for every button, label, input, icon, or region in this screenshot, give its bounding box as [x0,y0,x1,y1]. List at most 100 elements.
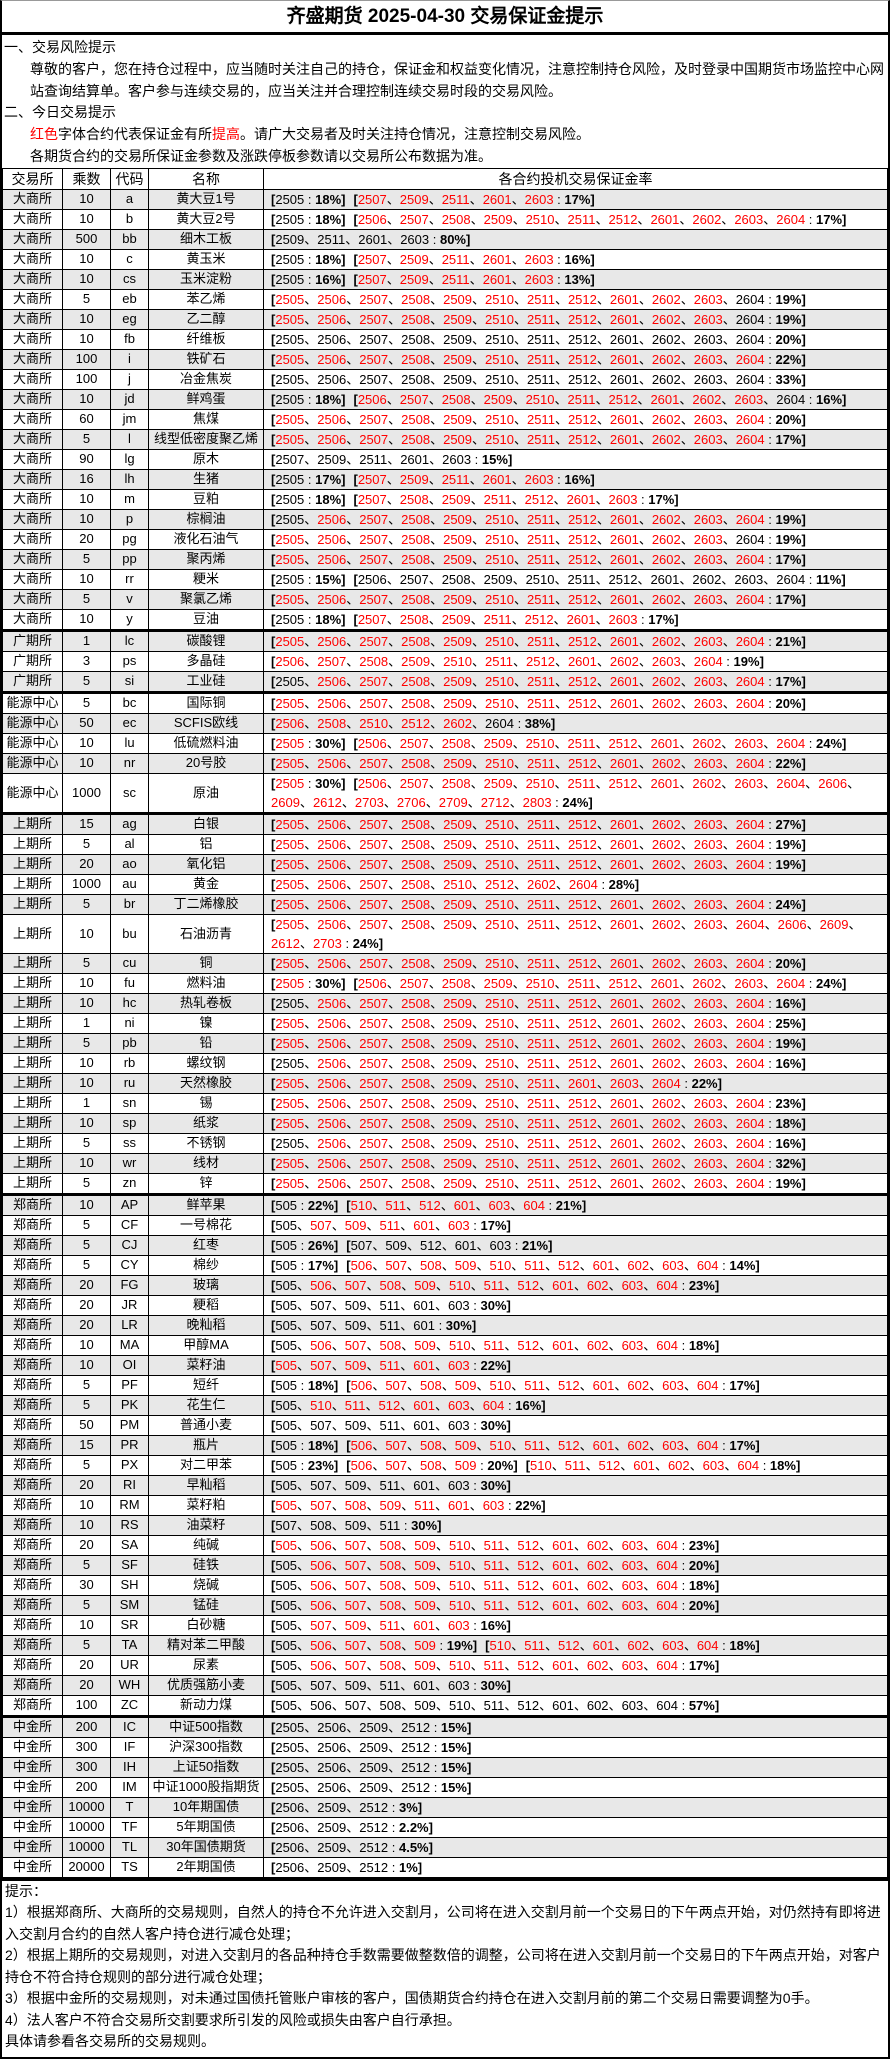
contract-month: 2507 [359,995,389,1011]
contract-month: 2506 [317,955,347,971]
margin-rate: 17% [775,591,802,607]
contract-month: 2602 [651,1175,681,1191]
margin-rate: 17% [648,611,675,627]
contract-month: 2509 [443,1175,473,1191]
code-cell: CJ [110,1234,149,1256]
contract-month: 2505 [275,251,305,267]
contract-month: 2506 [317,591,347,607]
contract-month: 2601 [609,551,639,567]
code-cell: CF [110,1214,149,1236]
contract-month: 2507 [359,1135,389,1151]
contract-month: 2603 [693,836,723,852]
contract-month: 2508 [401,351,431,367]
bracket-close: ] [417,1859,423,1875]
exchange-cell: 大商所 [2,388,63,410]
contract-month: 505 [275,1637,298,1653]
contract-month: 2507 [357,471,387,487]
name-cell: 铁矿石 [148,348,264,370]
exchange-cell: 大商所 [2,368,63,390]
exchange-cell: 郑商所 [2,1434,63,1456]
contract-month: 2505 [275,1055,305,1071]
contract-month: 2508 [359,653,389,669]
contract-group: [510、511、512、601、603、604 : 21%] [346,1197,587,1213]
contract-group: [2505、2506、2507、2508、2510、2512、2602、2604… [271,876,640,892]
margin-rate: 24% [816,975,843,991]
table-row: 郑商所 15 PR 瓶片 [505 : 18%] [506、507、508、509、510… [2,1434,888,1456]
multiplier-cell: 10 [62,752,111,774]
contract-month: 2510 [485,916,514,932]
contract-month: 2512 [567,1175,597,1191]
margin-rate: 19% [775,1175,802,1191]
contract-month: 2604 [735,896,765,912]
code-cell: WH [110,1674,149,1696]
contract-month: 2507 [359,955,389,971]
code-cell: br [110,893,149,915]
margin-rates-cell: [505、506、507、508、509、510、511、512、601、602… [263,1554,888,1576]
contract-month: 2604 [735,431,765,447]
contract-month: 2511 [359,451,388,467]
bracket-close: ] [437,1517,442,1533]
contract-month: 2601 [609,1035,639,1051]
code-cell: al [110,833,149,855]
bracket-close: ] [842,391,847,407]
contract-month: 2506 [317,695,347,711]
contract-month: 2706 [396,794,426,810]
contract-month: 603 [447,1677,470,1693]
bracket-close: ] [341,571,346,587]
contract-month: 2603 [609,1075,639,1091]
margin-rates-cell: [2507、2509、2511、2601、2603 : 15%] [263,448,888,470]
contract-month: 2509 [443,1035,473,1051]
margin-rate: 30% [480,1677,507,1693]
contract-month: 2507 [359,896,389,912]
bracket-open: [ [271,411,276,427]
contract-month: 2509 [441,491,471,507]
margin-rate: 18% [315,491,342,507]
bracket-open: [ [271,451,276,467]
contract-month: 2510 [485,351,514,367]
contract-month: 2506 [275,653,305,669]
table-row: 郑商所 10 RM 菜籽粕 [505、507、508、509、511、601、603 :… [2,1494,888,1516]
bracket-open: [ [271,1397,276,1413]
contract-group: [506、507、508、509、510、511、512、601、602、603… [346,1437,760,1453]
contract-month: 603 [621,1657,644,1673]
contract-month: 507 [344,1577,367,1593]
contract-month: 511 [524,1437,545,1453]
contract-month: 2603 [400,231,430,247]
contract-month: 511 [379,1217,401,1233]
margin-rate: 20% [688,1597,715,1613]
contract-month: 2506 [317,551,347,567]
multiplier-cell: 10000 [62,1796,111,1818]
contract-month: 601 [413,1677,435,1693]
code-cell: eb [110,288,149,310]
contract-month: 2509 [443,1115,473,1131]
bracket-close: ] [333,1257,339,1273]
bracket-close: ] [714,1337,720,1353]
exchange-cell: 郑商所 [2,1694,63,1717]
contract-month: 2512 [567,955,597,971]
contract-month: 505 [275,1377,298,1393]
contract-group: [2505 : 15%] [271,571,346,587]
bracket-close: ] [714,1537,720,1553]
contract-month: 2507 [399,735,429,751]
contract-month: 601 [552,1277,574,1293]
contract-month: 2604 [735,836,765,852]
contract-month: 2505 [275,995,305,1011]
code-cell: ss [110,1132,149,1154]
footer-closing: 具体请参看各交易所的交易规则。 [5,2033,215,2050]
contract-month: 505 [275,1477,298,1493]
contract-month: 512 [598,1457,621,1473]
margin-rate: 21% [555,1197,582,1213]
exchange-cell: 上期所 [2,1032,63,1054]
contract-month: 604 [656,1337,678,1353]
contract-month: 2508 [401,876,431,892]
bracket-close: ] [506,1677,511,1693]
contract-month: 2510 [525,571,555,587]
contract-month: 2505 [275,735,305,751]
code-cell: RI [110,1474,149,1496]
margin-rates-cell: [505、507、509、511、601、603 : 22%] [263,1354,888,1376]
contract-month: 508 [379,1337,402,1353]
table-row: 大商所 10 cs 玉米淀粉 [2505 : 16%] [2507、2509、2511、2… [2,268,888,290]
exchange-cell: 郑商所 [2,1534,63,1556]
name-cell: 多晶硅 [148,650,264,672]
contract-month: 2512 [608,775,638,791]
